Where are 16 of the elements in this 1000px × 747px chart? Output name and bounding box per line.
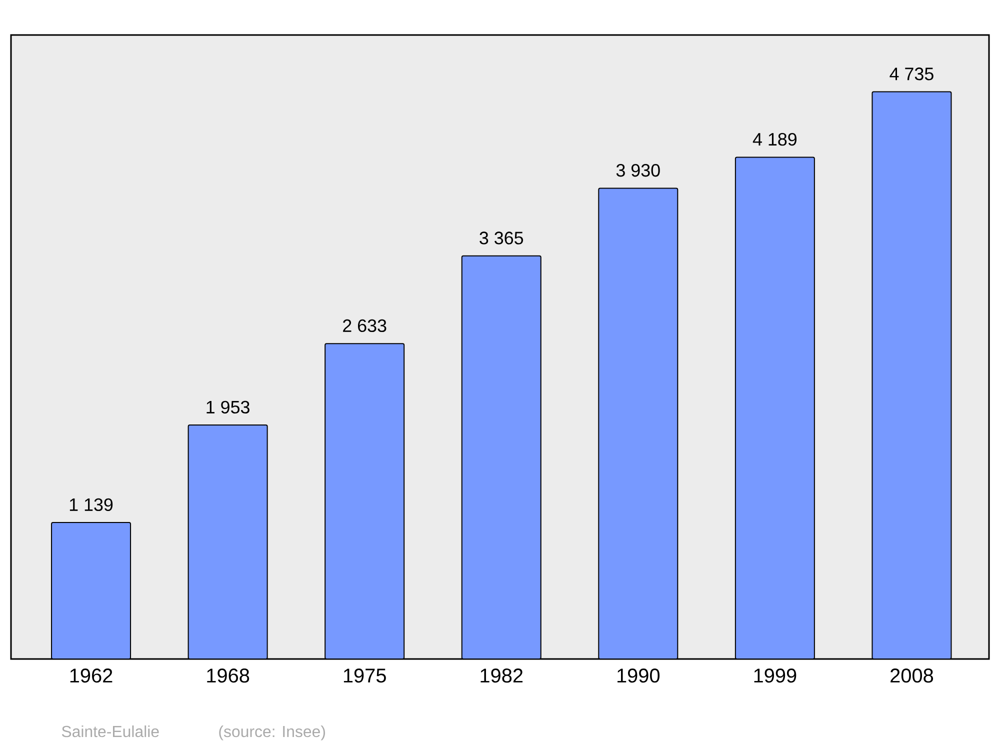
data-label: 1 953 <box>206 400 250 414</box>
x-tick-label: 1968 <box>207 668 250 683</box>
x-tick-label: 2008 <box>890 668 934 683</box>
x-tick-label: 1999 <box>754 668 796 683</box>
text: (source: Insee) <box>219 725 325 740</box>
data-label: 4 189 <box>752 132 797 146</box>
data-label: 3 365 <box>480 232 524 244</box>
data-label: 1 139 <box>70 498 113 512</box>
data-label: 4 735 <box>890 68 934 80</box>
data-label: 3 930 <box>616 164 660 177</box>
text: Sainte-Eulalie <box>62 725 159 738</box>
x-tick-label: 1962 <box>70 668 112 683</box>
data-label: 2 633 <box>343 319 386 332</box>
x-tick-label: 1982 <box>480 668 523 683</box>
x-tick-label: 1990 <box>618 668 660 683</box>
x-tick-label: 1975 <box>344 668 386 683</box>
